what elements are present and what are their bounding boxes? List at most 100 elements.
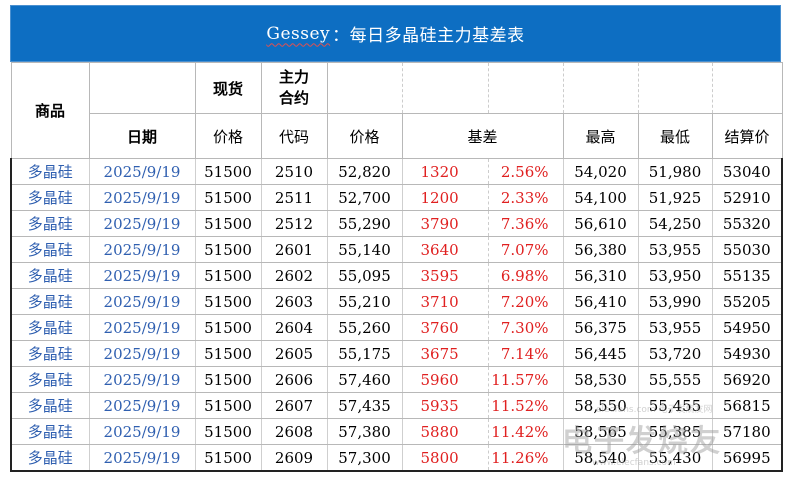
header-high: 最高 xyxy=(562,113,639,159)
cell-settle: 55030 xyxy=(711,236,783,263)
cell-date: 2025/9/19 xyxy=(88,314,196,341)
cell-spot: 51500 xyxy=(194,210,262,237)
cell-basis: 3675 xyxy=(401,340,489,367)
cell-basis: 3595 xyxy=(401,262,489,289)
cell-date: 2025/9/19 xyxy=(88,184,196,211)
cell-high: 54,100 xyxy=(562,184,639,211)
cell-high: 56,375 xyxy=(562,314,639,341)
cell-price: 55,095 xyxy=(326,262,403,289)
cell-settle: 55205 xyxy=(711,288,783,315)
cell-spot: 51500 xyxy=(194,262,262,289)
table-row: 多晶硅 2025/9/19 51500 2511 52,700 1200 2.33% 54,1… xyxy=(10,184,783,211)
cell-product: 多晶硅 xyxy=(10,236,90,263)
cell-basis: 1200 xyxy=(401,184,489,211)
cell-product: 多晶硅 xyxy=(10,418,90,445)
cell-product: 多晶硅 xyxy=(10,340,90,367)
cell-date: 2025/9/19 xyxy=(88,366,196,393)
header-main-contract: 主力 合约 xyxy=(260,62,328,114)
cell-low: 53,955 xyxy=(637,314,713,341)
header-blank xyxy=(487,62,564,114)
cell-settle: 56995 xyxy=(711,444,783,472)
cell-code: 2609 xyxy=(260,444,328,472)
cell-code: 2510 xyxy=(260,158,328,185)
header-date: 日期 xyxy=(88,113,196,159)
cell-high: 56,445 xyxy=(562,340,639,367)
table-row: 多晶硅 2025/9/19 51500 2510 52,820 1320 2.56% 54,0… xyxy=(10,158,783,185)
cell-low: 55,555 xyxy=(637,366,713,393)
cell-settle: 57180 xyxy=(711,418,783,445)
cell-spot: 51500 xyxy=(194,418,262,445)
cell-spot: 51500 xyxy=(194,392,262,419)
cell-settle: 56920 xyxy=(711,366,783,393)
cell-price: 57,435 xyxy=(326,392,403,419)
cell-basis-pct: 11.57% xyxy=(487,366,564,393)
cell-code: 2601 xyxy=(260,236,328,263)
header-settle: 结算价 xyxy=(711,113,783,159)
table-row: 多晶硅 2025/9/19 51500 2601 55,140 3640 7.07% 56,3… xyxy=(10,236,783,263)
cell-basis: 1320 xyxy=(401,158,489,185)
header-spot-price: 价格 xyxy=(194,113,262,159)
table-row: 多晶硅 2025/9/19 51500 2609 57,300 5800 11.26% 58,… xyxy=(10,444,783,472)
cell-basis-pct: 7.36% xyxy=(487,210,564,237)
header-basis: 基差 xyxy=(401,113,564,159)
cell-spot: 51500 xyxy=(194,314,262,341)
cell-date: 2025/9/19 xyxy=(88,210,196,237)
table-title: Gessey ：每日多晶硅主力基差表 xyxy=(10,5,781,62)
cell-basis-pct: 11.52% xyxy=(487,392,564,419)
table-row: 多晶硅 2025/9/19 51500 2603 55,210 3710 7.20% 56,4… xyxy=(10,288,783,315)
cell-low: 51,980 xyxy=(637,158,713,185)
cell-product: 多晶硅 xyxy=(10,366,90,393)
table-row: 多晶硅 2025/9/19 51500 2604 55,260 3760 7.30% 56,3… xyxy=(10,314,783,341)
cell-low: 55,455 xyxy=(637,392,713,419)
header-spot: 现货 xyxy=(194,62,262,114)
cell-settle: 54950 xyxy=(711,314,783,341)
cell-basis: 5935 xyxy=(401,392,489,419)
cell-date: 2025/9/19 xyxy=(88,288,196,315)
table-row: 多晶硅 2025/9/19 51500 2608 57,380 5880 11.42% 58,… xyxy=(10,418,783,445)
cell-high: 56,610 xyxy=(562,210,639,237)
cell-high: 56,410 xyxy=(562,288,639,315)
table-row: 多晶硅 2025/9/19 51500 2512 55,290 3790 7.36% 56,6… xyxy=(10,210,783,237)
cell-code: 2605 xyxy=(260,340,328,367)
header-blank xyxy=(326,62,403,114)
cell-date: 2025/9/19 xyxy=(88,262,196,289)
cell-low: 54,250 xyxy=(637,210,713,237)
cell-basis: 3640 xyxy=(401,236,489,263)
cell-basis-pct: 7.07% xyxy=(487,236,564,263)
cell-product: 多晶硅 xyxy=(10,314,90,341)
cell-code: 2608 xyxy=(260,418,328,445)
cell-product: 多晶硅 xyxy=(10,210,90,237)
cell-basis-pct: 7.14% xyxy=(487,340,564,367)
table-row: 多晶硅 2025/9/19 51500 2607 57,435 5935 11.52% 58,… xyxy=(10,392,783,419)
cell-settle: 52910 xyxy=(711,184,783,211)
cell-product: 多晶硅 xyxy=(10,444,90,472)
cell-spot: 51500 xyxy=(194,184,262,211)
cell-basis: 5800 xyxy=(401,444,489,472)
cell-price: 55,210 xyxy=(326,288,403,315)
cell-price: 52,700 xyxy=(326,184,403,211)
cell-price: 57,460 xyxy=(326,366,403,393)
cell-settle: 53040 xyxy=(711,158,783,185)
cell-price: 57,380 xyxy=(326,418,403,445)
cell-low: 55,430 xyxy=(637,444,713,472)
cell-high: 58,550 xyxy=(562,392,639,419)
cell-code: 2607 xyxy=(260,392,328,419)
cell-settle: 55320 xyxy=(711,210,783,237)
header-product: 商品 xyxy=(10,62,90,159)
cell-date: 2025/9/19 xyxy=(88,392,196,419)
cell-code: 2603 xyxy=(260,288,328,315)
cell-code: 2511 xyxy=(260,184,328,211)
cell-low: 53,720 xyxy=(637,340,713,367)
cell-code: 2604 xyxy=(260,314,328,341)
cell-basis-pct: 11.26% xyxy=(487,444,564,472)
cell-basis-pct: 6.98% xyxy=(487,262,564,289)
cell-basis-pct: 2.33% xyxy=(487,184,564,211)
table-row: 多晶硅 2025/9/19 51500 2602 55,095 3595 6.98% 56,3… xyxy=(10,262,783,289)
cell-price: 55,140 xyxy=(326,236,403,263)
cell-low: 53,950 xyxy=(637,262,713,289)
cell-low: 55,385 xyxy=(637,418,713,445)
cell-settle: 56815 xyxy=(711,392,783,419)
header-blank xyxy=(562,62,639,114)
cell-basis-pct: 7.30% xyxy=(487,314,564,341)
cell-settle: 55135 xyxy=(711,262,783,289)
